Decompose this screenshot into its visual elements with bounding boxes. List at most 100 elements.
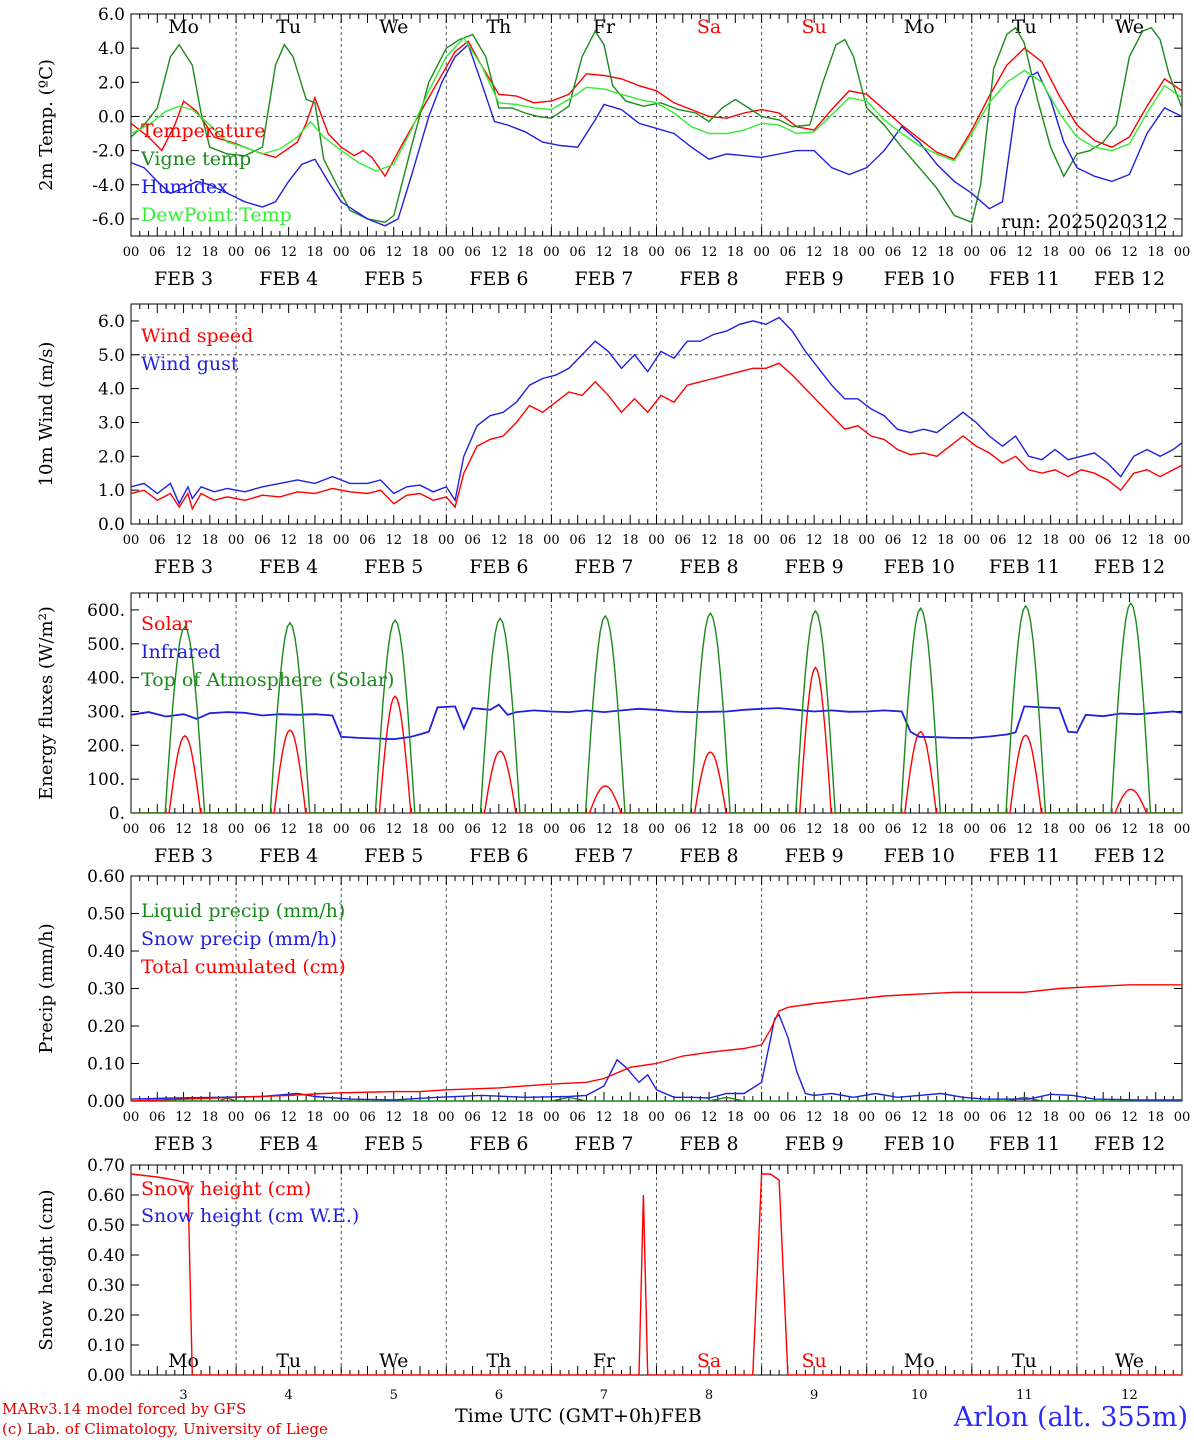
y-tick-label: 0.00 (87, 1366, 125, 1386)
hour-tick-label: 06 (254, 533, 271, 548)
y-tick-label: 4.0 (98, 380, 125, 400)
hour-tick-label: 06 (990, 533, 1007, 548)
date-label: FEB 4 (259, 1133, 318, 1155)
hour-tick-label: 12 (1121, 1110, 1138, 1125)
hour-tick-label: 12 (280, 822, 297, 837)
hour-tick-label: 18 (1147, 822, 1164, 837)
date-label: FEB 5 (364, 556, 423, 578)
hour-tick-label: 18 (412, 533, 429, 548)
hour-tick-label: 12 (1121, 533, 1138, 548)
day-name-label: Tu (276, 1350, 301, 1372)
hour-tick-label: 00 (333, 533, 350, 548)
date-label: FEB 9 (785, 845, 844, 867)
day-name-label: Sa (697, 16, 721, 38)
y-tick-label: 500. (87, 635, 125, 655)
day-name-label: We (379, 1350, 408, 1372)
y-tick-label: 600. (87, 601, 125, 621)
hour-tick-label: 12 (491, 822, 508, 837)
day-name-label: Mo (168, 16, 199, 38)
hour-tick-label: 18 (307, 822, 324, 837)
hour-tick-label: 18 (412, 1110, 429, 1125)
hour-tick-label: 00 (858, 245, 875, 260)
panel-temperature: 6.0 4.0 2.0 0.0 -2.0 -4.0 -6.0 2m Temp. (ºC) 00 0… (36, 5, 1190, 290)
date-label: FEB 6 (469, 556, 528, 578)
hour-tick-label: 18 (1147, 1110, 1164, 1125)
legend-entry: DewPoint Temp (141, 204, 292, 226)
date-label: FEB 3 (154, 268, 213, 290)
y-tick-label: -2.0 (92, 142, 125, 162)
y-axis-label: 2m Temp. (ºC) (36, 59, 57, 191)
hour-tick-label: 06 (990, 245, 1007, 260)
hour-tick-label: 00 (228, 1110, 245, 1125)
y-tick-label: 0.60 (87, 867, 125, 887)
hour-tick-label: 18 (622, 245, 639, 260)
hour-tick-label: 18 (727, 1110, 744, 1125)
hour-tick-label: 00 (753, 1110, 770, 1125)
y-tick-label: 2.0 (98, 447, 125, 467)
hour-tick-label: 06 (675, 533, 692, 548)
hour-tick-label: 12 (385, 822, 402, 837)
hour-tick-label: 06 (885, 822, 902, 837)
day-number-label: 9 (810, 1388, 818, 1400)
day-name-label: We (379, 16, 408, 38)
hour-tick-label: 00 (543, 245, 560, 260)
y-axis-label: Energy fluxes (W/m²) (36, 606, 57, 800)
hour-tick-label: 18 (307, 245, 324, 260)
hour-tick-label: 06 (254, 1110, 271, 1125)
hour-tick-label: 06 (254, 245, 271, 260)
hour-tick-label: 00 (543, 822, 560, 837)
hour-tick-label: 12 (385, 245, 402, 260)
legend-entry: Snow height (cm) (141, 1178, 311, 1200)
date-label: FEB 9 (785, 268, 844, 290)
hour-tick-label: 06 (359, 245, 376, 260)
date-label: FEB 12 (1094, 556, 1165, 578)
legend-entry: Liquid precip (mm/h) (141, 900, 345, 922)
date-label: FEB 11 (989, 556, 1060, 578)
hour-tick-label: 18 (1042, 533, 1059, 548)
y-tick-label: 5.0 (98, 346, 125, 366)
hour-tick-label: 00 (438, 1110, 455, 1125)
hour-tick-label: 12 (280, 245, 297, 260)
time-axis-label: Time UTC (GMT+0h) (455, 1405, 661, 1427)
hour-tick-label: 00 (1069, 245, 1086, 260)
hour-tick-label: 06 (1095, 822, 1112, 837)
hour-tick-label: 18 (622, 533, 639, 548)
date-label: FEB 7 (574, 1133, 633, 1155)
day-name-label: Fr (593, 16, 616, 38)
hour-tick-label: 12 (1121, 245, 1138, 260)
hour-tick-label: 12 (596, 1110, 613, 1125)
hour-tick-label: 12 (701, 245, 718, 260)
hour-tick-label: 18 (937, 533, 954, 548)
day-name-label: Tu (276, 16, 301, 38)
hour-tick-label: 12 (911, 245, 928, 260)
date-label: FEB 5 (364, 1133, 423, 1155)
hour-tick-label: 00 (543, 1110, 560, 1125)
hour-tick-label: 06 (990, 1110, 1007, 1125)
hour-tick-label: 18 (1042, 1110, 1059, 1125)
date-label: FEB 5 (364, 845, 423, 867)
series-line-top-of-atmosphere-solar- (131, 601, 1182, 813)
hour-tick-label: 06 (1095, 245, 1112, 260)
hour-tick-label: 18 (517, 533, 534, 548)
day-number-label: 11 (1016, 1388, 1033, 1400)
date-label: FEB 10 (884, 1133, 955, 1155)
date-label: FEB 4 (259, 845, 318, 867)
hour-tick-label: 00 (333, 822, 350, 837)
hour-tick-label: 18 (517, 245, 534, 260)
hour-tick-label: 00 (753, 822, 770, 837)
day-name-label: We (1115, 1350, 1144, 1372)
series-line-liquid-precip-mm-h- (131, 1096, 1182, 1101)
hour-tick-label: 00 (648, 533, 665, 548)
day-name-label: Su (802, 16, 827, 38)
hour-tick-label: 18 (517, 822, 534, 837)
date-label: FEB 6 (469, 845, 528, 867)
hour-tick-label: 18 (832, 1110, 849, 1125)
hour-tick-label: 06 (885, 1110, 902, 1125)
hour-tick-label: 12 (806, 1110, 823, 1125)
series-line-dewpoint-temp (131, 36, 1182, 172)
y-tick-label: 1.0 (98, 481, 125, 501)
hour-tick-label: 12 (911, 1110, 928, 1125)
legend-entry: Snow height (cm W.E.) (141, 1205, 359, 1227)
hour-tick-label: 06 (990, 822, 1007, 837)
hour-tick-label: 18 (202, 533, 219, 548)
